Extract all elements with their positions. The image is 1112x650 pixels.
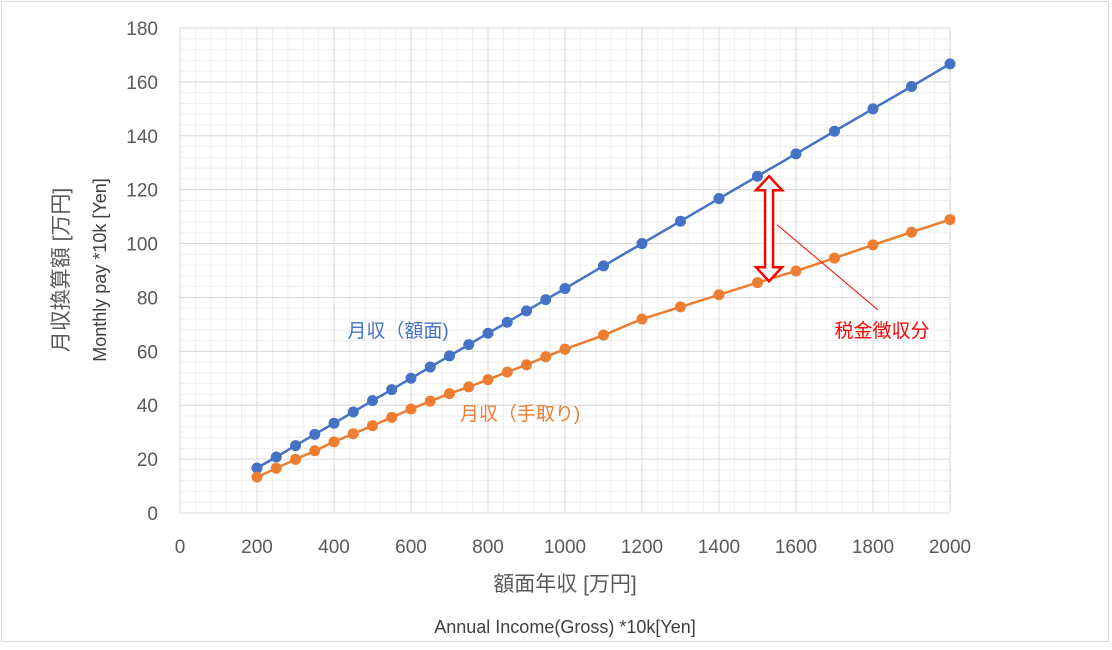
x-tick-label: 1000 — [544, 537, 586, 558]
x-tick-label: 600 — [395, 537, 427, 558]
data-point — [636, 313, 648, 325]
data-point — [675, 301, 686, 313]
x-tick-label: 400 — [318, 537, 350, 558]
data-point — [290, 453, 301, 465]
data-point — [347, 406, 359, 418]
data-point — [405, 403, 417, 415]
data-point — [867, 239, 879, 251]
data-point — [790, 265, 802, 277]
y-tick-label: 140 — [126, 127, 158, 148]
y-axis-title: 月収換算額 [万円] — [50, 188, 73, 353]
data-point — [501, 366, 513, 378]
data-point — [424, 395, 436, 407]
data-point — [463, 381, 475, 393]
data-point — [598, 260, 609, 272]
major-grid — [179, 27, 951, 514]
y-tick-label: 160 — [126, 73, 158, 94]
series-markers-2 — [251, 214, 956, 483]
data-point — [463, 339, 475, 351]
data-point — [367, 395, 378, 407]
x-tick-label: 200 — [241, 537, 273, 558]
data-point — [251, 471, 263, 483]
y-tick-label: 120 — [126, 181, 158, 202]
x-axis-subtitle: Annual Income(Gross) *10k[Yen] — [434, 617, 695, 637]
data-point — [521, 359, 532, 371]
data-point — [944, 214, 956, 226]
data-point — [309, 445, 321, 457]
data-point — [328, 436, 340, 448]
x-tick-label: 2000 — [929, 537, 971, 558]
data-point — [559, 283, 571, 295]
data-point — [906, 80, 917, 92]
y-tick-label: 0 — [147, 504, 158, 525]
x-tick-label: 1200 — [621, 537, 663, 558]
data-point — [790, 148, 802, 160]
annotation-leader-line — [776, 224, 879, 311]
data-point — [367, 420, 378, 432]
data-point — [309, 428, 321, 440]
x-tick-label: 800 — [472, 537, 504, 558]
data-point — [944, 58, 956, 70]
data-point — [482, 327, 494, 339]
data-point — [906, 226, 917, 238]
y-tick-label: 20 — [137, 450, 158, 471]
data-point — [598, 329, 609, 341]
x-tick-label: 0 — [175, 537, 186, 558]
data-point — [752, 170, 763, 182]
data-point — [290, 440, 301, 452]
data-point — [251, 462, 263, 474]
data-point — [386, 384, 398, 396]
series-markers-1 — [251, 58, 956, 474]
data-point — [752, 277, 763, 289]
data-point — [444, 388, 455, 400]
tax-double-arrow — [753, 174, 785, 284]
data-point — [636, 238, 648, 250]
series-label-1: 月収（額面) — [347, 320, 448, 342]
x-tick-label: 1600 — [775, 537, 817, 558]
data-point — [405, 372, 417, 384]
data-point — [540, 294, 552, 306]
data-point — [270, 451, 282, 463]
data-point — [559, 343, 571, 355]
data-point — [713, 289, 725, 301]
data-point — [675, 215, 686, 227]
data-point — [829, 252, 840, 264]
data-point — [328, 417, 340, 429]
x-axis-title: 額面年収 [万円] — [493, 573, 637, 596]
y-tick-label: 100 — [126, 235, 158, 256]
data-point — [444, 350, 455, 362]
data-point — [347, 428, 359, 440]
data-point — [713, 193, 725, 205]
y-tick-label: 60 — [137, 342, 158, 363]
x-tick-label: 1400 — [698, 537, 740, 558]
data-point — [540, 351, 552, 363]
data-point — [501, 316, 513, 328]
data-point — [424, 361, 436, 373]
data-point — [867, 103, 879, 115]
data-point — [270, 462, 282, 474]
y-tick-label: 180 — [126, 19, 158, 40]
y-tick-label: 40 — [137, 396, 158, 417]
data-point — [829, 125, 840, 137]
data-point — [482, 374, 494, 386]
series-label-2: 月収（手取り) — [460, 403, 580, 425]
annotation-label: 税金徴収分 — [834, 320, 929, 342]
data-point — [521, 305, 532, 317]
y-tick-label: 80 — [137, 288, 158, 309]
y-axis-subtitle: Monthly pay *10k [Yen] — [90, 178, 110, 361]
x-tick-label: 1800 — [852, 537, 894, 558]
data-point — [386, 411, 398, 423]
